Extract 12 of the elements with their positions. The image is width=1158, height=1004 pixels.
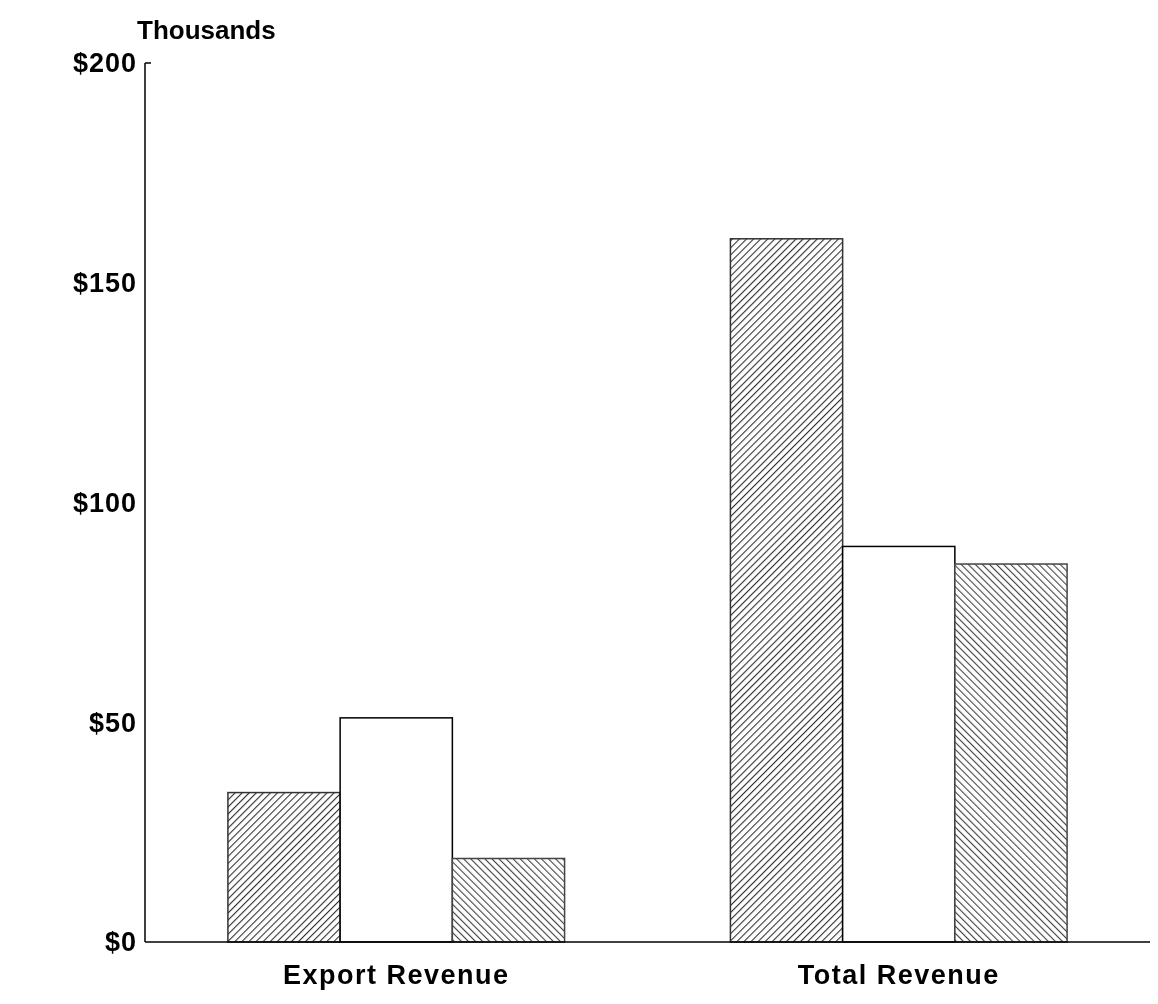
y-tick-label: $100	[72, 487, 137, 518]
bar	[451, 857, 566, 943]
y-tick-label: $0	[104, 927, 137, 958]
y-tick-label: $50	[88, 707, 137, 738]
x-tick-label: Total Revenue	[797, 960, 1000, 990]
y-tick-label: $200	[72, 48, 137, 79]
bar	[954, 563, 1068, 943]
y-tick-label: $150	[72, 268, 137, 299]
y-axis-title: Thousands	[137, 15, 276, 45]
bar	[227, 791, 341, 943]
bar	[729, 238, 844, 943]
x-tick-label: Export Revenue	[282, 960, 510, 990]
